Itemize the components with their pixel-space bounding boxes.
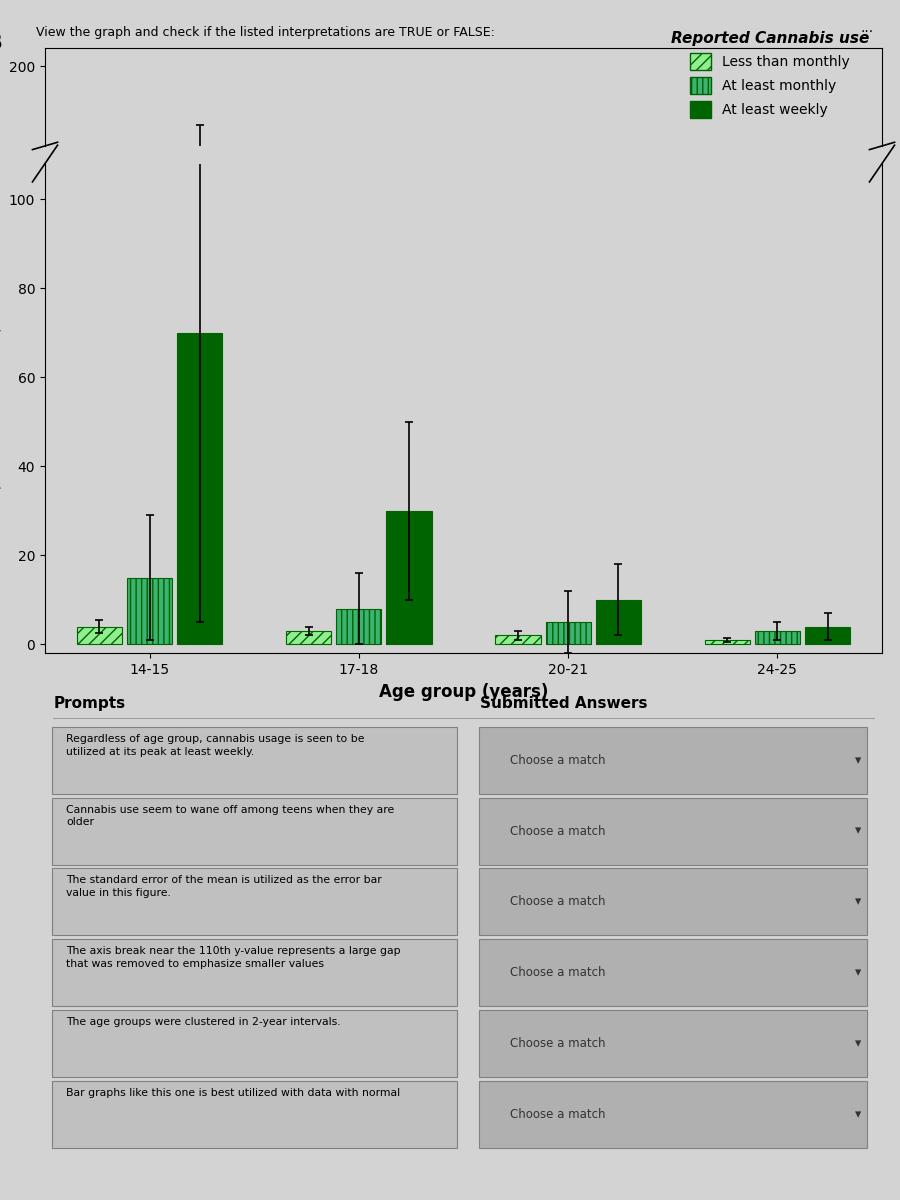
Y-axis label: Risk to illicit drug-use
(odds ratio ± 95% CI): Risk to illicit drug-use (odds ratio ± 9… <box>0 325 2 491</box>
Bar <box>596 600 641 644</box>
Text: ▾: ▾ <box>855 754 861 767</box>
Bar <box>127 234 172 247</box>
Text: ▾: ▾ <box>855 1108 861 1121</box>
FancyBboxPatch shape <box>51 1081 457 1147</box>
Bar <box>337 240 382 247</box>
Bar <box>177 184 222 247</box>
Text: ▾: ▾ <box>855 1037 861 1050</box>
FancyBboxPatch shape <box>51 727 457 793</box>
Bar <box>805 244 850 247</box>
Text: Choose a match: Choose a match <box>509 1108 605 1121</box>
Bar <box>76 244 122 247</box>
FancyBboxPatch shape <box>51 940 457 1006</box>
Bar <box>386 221 432 247</box>
Text: ...: ... <box>860 20 874 35</box>
Bar <box>545 242 590 247</box>
Bar <box>596 239 641 247</box>
Text: The axis break near the 110th y-value represents a large gap
that was removed to: The axis break near the 110th y-value re… <box>66 947 400 970</box>
Text: ▾: ▾ <box>855 824 861 838</box>
Bar <box>286 631 331 644</box>
FancyBboxPatch shape <box>479 1081 867 1147</box>
Text: ▾: ▾ <box>855 895 861 908</box>
Text: B: B <box>0 34 4 53</box>
Text: Choose a match: Choose a match <box>509 1037 605 1050</box>
Text: Cannabis use seem to wane off among teens when they are
older: Cannabis use seem to wane off among teen… <box>66 804 394 827</box>
Bar <box>76 626 122 644</box>
Text: Choose a match: Choose a match <box>509 966 605 979</box>
Text: Prompts: Prompts <box>53 696 125 710</box>
Bar <box>127 577 172 644</box>
Text: The standard error of the mean is utilized as the error bar
value in this figure: The standard error of the mean is utiliz… <box>66 876 382 899</box>
Legend: Less than monthly, At least monthly, At least weekly: Less than monthly, At least monthly, At … <box>666 25 875 124</box>
Text: View the graph and check if the listed interpretations are TRUE or FALSE:: View the graph and check if the listed i… <box>36 26 495 40</box>
Bar <box>805 626 850 644</box>
Text: Submitted Answers: Submitted Answers <box>481 696 648 710</box>
Text: Bar graphs like this one is best utilized with data with normal: Bar graphs like this one is best utilize… <box>66 1088 400 1098</box>
FancyBboxPatch shape <box>479 940 867 1006</box>
Bar <box>495 636 541 644</box>
Bar <box>755 631 800 644</box>
Bar <box>337 608 382 644</box>
Bar <box>705 640 750 644</box>
Text: Choose a match: Choose a match <box>509 895 605 908</box>
Text: The age groups were clustered in 2-year intervals.: The age groups were clustered in 2-year … <box>66 1018 340 1027</box>
FancyBboxPatch shape <box>479 798 867 864</box>
Bar <box>495 246 541 247</box>
Bar <box>545 622 590 644</box>
Text: ▾: ▾ <box>855 966 861 979</box>
FancyBboxPatch shape <box>51 869 457 935</box>
Text: Choose a match: Choose a match <box>509 824 605 838</box>
FancyBboxPatch shape <box>51 1010 457 1076</box>
Text: Regardless of age group, cannabis usage is seen to be
utilized at its peak at le: Regardless of age group, cannabis usage … <box>66 733 364 756</box>
FancyBboxPatch shape <box>479 1010 867 1076</box>
Text: Choose a match: Choose a match <box>509 754 605 767</box>
Bar <box>286 245 331 247</box>
X-axis label: Age group (years): Age group (years) <box>379 683 548 701</box>
FancyBboxPatch shape <box>479 727 867 793</box>
Bar <box>386 511 432 644</box>
FancyBboxPatch shape <box>51 798 457 864</box>
Bar <box>755 245 800 247</box>
FancyBboxPatch shape <box>479 869 867 935</box>
Bar <box>177 332 222 644</box>
